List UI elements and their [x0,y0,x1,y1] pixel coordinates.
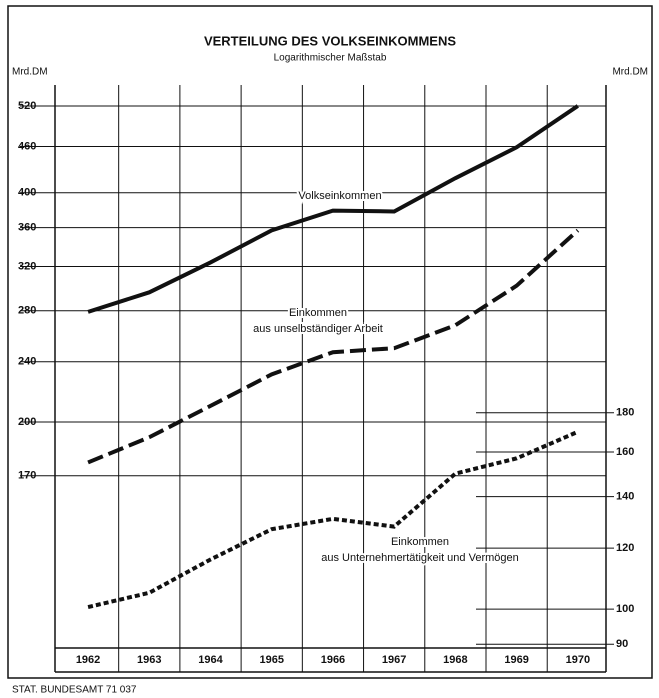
x-tick-label: 1963 [137,654,161,666]
x-tick-label: 1962 [76,654,100,666]
x-tick-label: 1970 [566,654,590,666]
x-tick-label: 1967 [382,654,406,666]
chart-subtitle: Logarithmischer Maßstab [274,53,387,64]
series-label: Volkseinkommen [298,190,381,202]
chart-title: VERTEILUNG DES VOLKSEINKOMMENS [204,33,456,48]
y2-tick-label: 120 [616,542,634,554]
y2-tick-label: 100 [616,603,634,615]
x-tick-label: 1969 [504,654,528,666]
y2-tick-label: 180 [616,407,634,419]
line-series [87,429,579,610]
y2-tick-label: 140 [616,491,634,503]
x-tick-label: 1966 [321,654,345,666]
y-axis-label: Mrd.DM [12,67,48,78]
y2-tick-label: 90 [616,638,628,650]
series-label: aus unselbständiger Arbeit [253,323,383,335]
line-series [87,228,580,465]
y2-tick-label: 160 [616,446,634,458]
x-tick-label: 1968 [443,654,467,666]
series-label: Einkommen [391,536,449,548]
line-series [87,104,579,314]
frame [7,5,653,679]
y2-axis-label: Mrd.DM [612,67,648,78]
footer: STAT. BUNDESAMT 71 037 [12,685,137,696]
x-tick-label: 1964 [198,654,223,666]
x-tick-label: 1965 [259,654,283,666]
series-label: aus Unternehmertätigkeit und Vermögen [321,552,519,564]
series-label: Einkommen [289,307,347,319]
